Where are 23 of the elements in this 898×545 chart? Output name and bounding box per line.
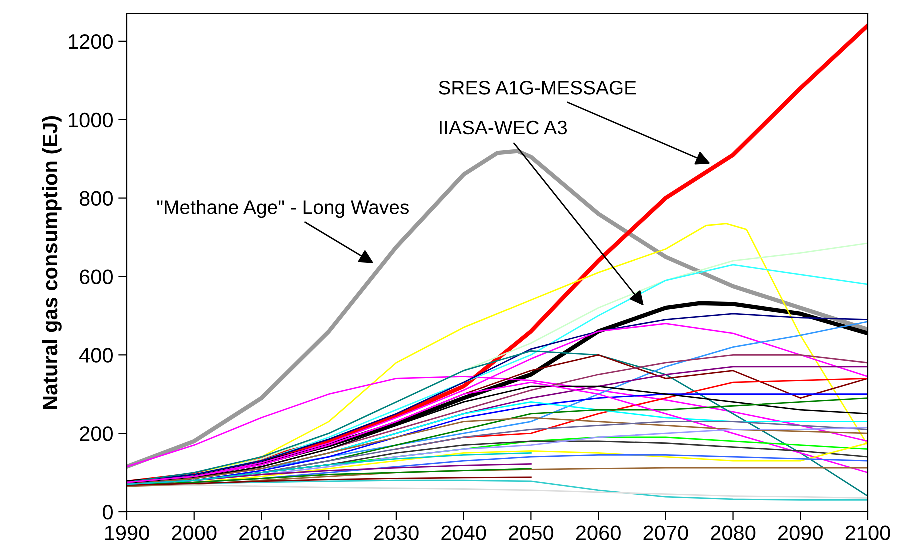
y-tick-label: 600 <box>80 270 113 284</box>
y-tick-label: 0 <box>103 505 113 520</box>
y-tick-label: 400 <box>80 348 113 363</box>
x-tick-label: 2010 <box>240 526 284 540</box>
x-tick-label: 1990 <box>105 526 150 540</box>
y-axis-title: Natural gas consumption (EJ) <box>42 116 62 410</box>
x-tick-label: 2040 <box>442 526 486 540</box>
x-tick-label: 2060 <box>576 526 621 540</box>
x-tick-label: 2000 <box>172 526 217 540</box>
x-tick-label: 2090 <box>778 526 823 540</box>
annotation: SRES A1G-MESSAGE <box>439 81 636 95</box>
x-tick-label: 2020 <box>306 526 352 540</box>
x-tick-label: 2100 <box>846 526 890 540</box>
y-tick-label: 200 <box>80 426 113 442</box>
x-tick-label: 2050 <box>509 526 554 540</box>
y-tick-label: 1200 <box>69 34 113 50</box>
x-tick-label: 2070 <box>644 526 688 540</box>
x-tick-label: 2080 <box>711 526 756 540</box>
y-tick-label: 1000 <box>69 112 113 128</box>
y-tick-label: 800 <box>80 191 113 206</box>
annotation: "Methane Age" - Long Waves <box>157 200 409 218</box>
x-tick-label: 2030 <box>374 526 419 540</box>
annotation: IIASA-WEC A3 <box>440 120 568 135</box>
